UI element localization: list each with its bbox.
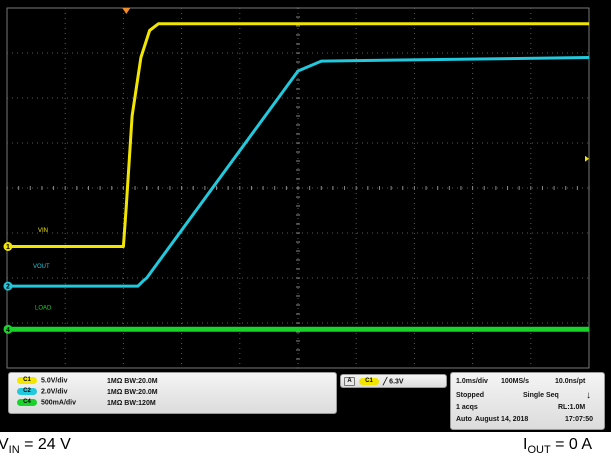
- trace-labels: VIN VOUT LOAD: [33, 228, 52, 311]
- trace-label-ch1: VIN: [38, 228, 48, 234]
- acq-state: Stopped: [456, 392, 484, 399]
- trigger-slope-icon: ╱: [383, 378, 388, 386]
- trigger-channel-badge: C1: [359, 378, 379, 385]
- channel-coupling-bw: 1MΩ BW:20.0M: [107, 378, 158, 385]
- channel-bandwidth: BW:20.0M: [124, 389, 158, 396]
- acq-date: August 14, 2018: [475, 416, 529, 423]
- channel-coupling: 1MΩ: [107, 378, 123, 385]
- acq-time: 17:07:50: [565, 416, 594, 423]
- channel-setting-row[interactable]: C2 2.0V/div: [17, 388, 67, 395]
- channel-coupling-bw: 1MΩ BW:20.0M: [107, 389, 158, 396]
- channel-settings-panel: C1 5.0V/div 1MΩ BW:20.0M C2 2.0V/div 1MΩ BW:2…: [8, 372, 337, 414]
- trigger-panel[interactable]: A C1 ╱ 6.3V: [340, 374, 447, 388]
- waveform-plot: 1 2 4 VIN VOUT LOAD: [3, 7, 590, 369]
- channel-scale: 500mA/div: [41, 399, 77, 407]
- channel-marker-label: 1: [6, 244, 10, 251]
- channel-setting-row[interactable]: C4 500mA/div: [17, 399, 76, 406]
- channel-coupling: 1MΩ: [107, 389, 123, 396]
- channel-marker-1[interactable]: [3, 242, 13, 251]
- trigger-level-marker: [585, 155, 589, 162]
- trace-vin: [7, 22, 589, 248]
- trigger-position-marker: [122, 8, 131, 14]
- channel-coupling: 1MΩ: [107, 400, 123, 407]
- arrow-down-icon: ↓: [586, 390, 591, 401]
- trace-vout: [7, 56, 590, 288]
- acq-mode: Single Seq: [523, 392, 559, 399]
- channel-scale: 5.0V/div: [41, 377, 68, 385]
- channel-bandwidth: BW:120M: [124, 400, 156, 407]
- trace-label-ch2: VOUT: [33, 264, 50, 270]
- channel-coupling-bw: 1MΩ BW:120M: [107, 400, 156, 407]
- channel-bandwidth: BW:20.0M: [124, 378, 158, 385]
- acq-count: 1 acqs: [456, 404, 478, 411]
- time-div: 1.0ms/div: [456, 378, 488, 385]
- acquisition-panel: 1.0ms/div 100MS/s 10.0ns/pt Stopped Sing…: [450, 372, 605, 430]
- channel-marker-4[interactable]: [3, 324, 13, 334]
- channel-badge: C1: [17, 377, 37, 384]
- graticule: [6, 7, 590, 369]
- channel-marker-label: 2: [6, 284, 10, 291]
- resolution: 10.0ns/pt: [555, 378, 586, 385]
- caption-iout: IOUT = 0 A: [523, 436, 593, 457]
- sample-rate: 100MS/s: [501, 378, 530, 385]
- channel-scale: 2.0V/div: [41, 388, 68, 396]
- channel-marker-2[interactable]: [3, 281, 13, 291]
- oscilloscope-screen: 1 2 4 VIN VOUT LOAD C1 5.0V/div 1MΩ BW:20.0M C2…: [0, 0, 611, 432]
- channel-markers: 1 2 4: [3, 242, 13, 334]
- trigger-level: 6.3V: [389, 378, 404, 386]
- trigger-badge-a: A: [344, 377, 355, 386]
- channel-badge: C4: [17, 399, 37, 406]
- channel-marker-label: 4: [6, 327, 10, 334]
- trace-label-ch4: LOAD: [35, 306, 52, 312]
- channel-badge: C2: [17, 388, 37, 395]
- channel-setting-row[interactable]: C1 5.0V/div: [17, 377, 67, 384]
- traces: [7, 22, 590, 332]
- trigger-mode: Auto: [456, 416, 472, 423]
- record-length: RL:1.0M: [558, 404, 586, 411]
- caption-vin: VIN = 24 V: [0, 436, 71, 457]
